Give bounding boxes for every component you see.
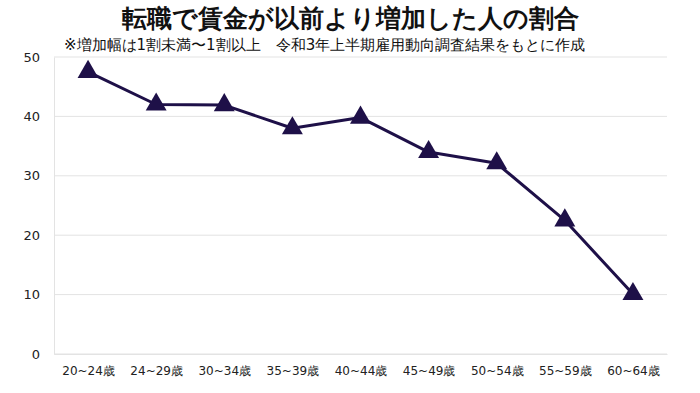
marker [350,105,371,123]
y-tick: 40 [23,109,54,124]
marker [146,92,167,110]
x-tick: 35~39歳 [267,354,320,378]
x-tick-label: 24~29歳 [130,364,183,378]
x-tick-label: 60~64歳 [607,364,660,378]
x-tick-label: 40~44歳 [335,364,388,378]
x-tick-label: 20~24歳 [62,364,115,378]
marker [554,208,575,226]
y-tick: 0 [32,347,54,362]
x-axis-line [55,354,668,355]
marker [214,93,235,111]
x-tick: 20~24歳 [62,354,115,378]
y-tick: 50 [23,50,54,65]
grid [54,57,667,354]
x-tick: 24~29歳 [130,354,183,378]
x-tick-label: 55~59歳 [539,364,592,378]
y-tick-label: 30 [23,168,40,183]
x-tick-label: 45~49歳 [403,364,456,378]
y-tick: 30 [23,168,54,183]
y-tick: 10 [23,287,54,302]
x-tick-label: 35~39歳 [267,364,320,378]
marker [282,116,303,134]
x-tick: 50~54歳 [471,354,524,378]
grid-line [54,175,667,176]
x-tick: 40~44歳 [335,354,388,378]
x-tick-label: 30~34歳 [198,364,251,378]
x-tick: 60~64歳 [607,354,660,378]
chart: 0 10 20 30 40 50 20~24歳 24~29歳 30~34歳 35~39歳 40~44… [0,0,700,393]
title: 転職で賃金が以前より増加した人の割合 [122,4,579,33]
marker [78,60,99,78]
subtitle: ※増加幅は1割未満〜1割以上 令和3年上半期雇用動向調査結果をもとに作成 [64,36,585,54]
grid-line [54,235,667,236]
x-tick-label: 50~54歳 [471,364,524,378]
marker [622,282,643,300]
grid-line [54,354,667,355]
grid-line [54,57,667,58]
marker [486,151,507,169]
x-tick: 30~34歳 [198,354,251,378]
x-tick: 55~59歳 [539,354,592,378]
y-tick: 20 [23,228,54,243]
y-axis: 0 10 20 30 40 50 [23,50,54,362]
line [88,72,633,294]
marker [418,140,439,158]
plot-area [78,60,644,300]
y-tick-label: 40 [23,109,40,124]
y-tick-label: 0 [32,347,40,362]
x-axis: 20~24歳 24~29歳 30~34歳 35~39歳 40~44歳 45~49歳 50~5… [55,354,668,378]
y-tick-label: 10 [23,287,40,302]
y-axis-line [54,58,55,355]
grid-line [54,294,667,295]
y-tick-label: 20 [23,228,40,243]
y-tick-label: 50 [23,50,40,65]
x-tick: 45~49歳 [403,354,456,378]
